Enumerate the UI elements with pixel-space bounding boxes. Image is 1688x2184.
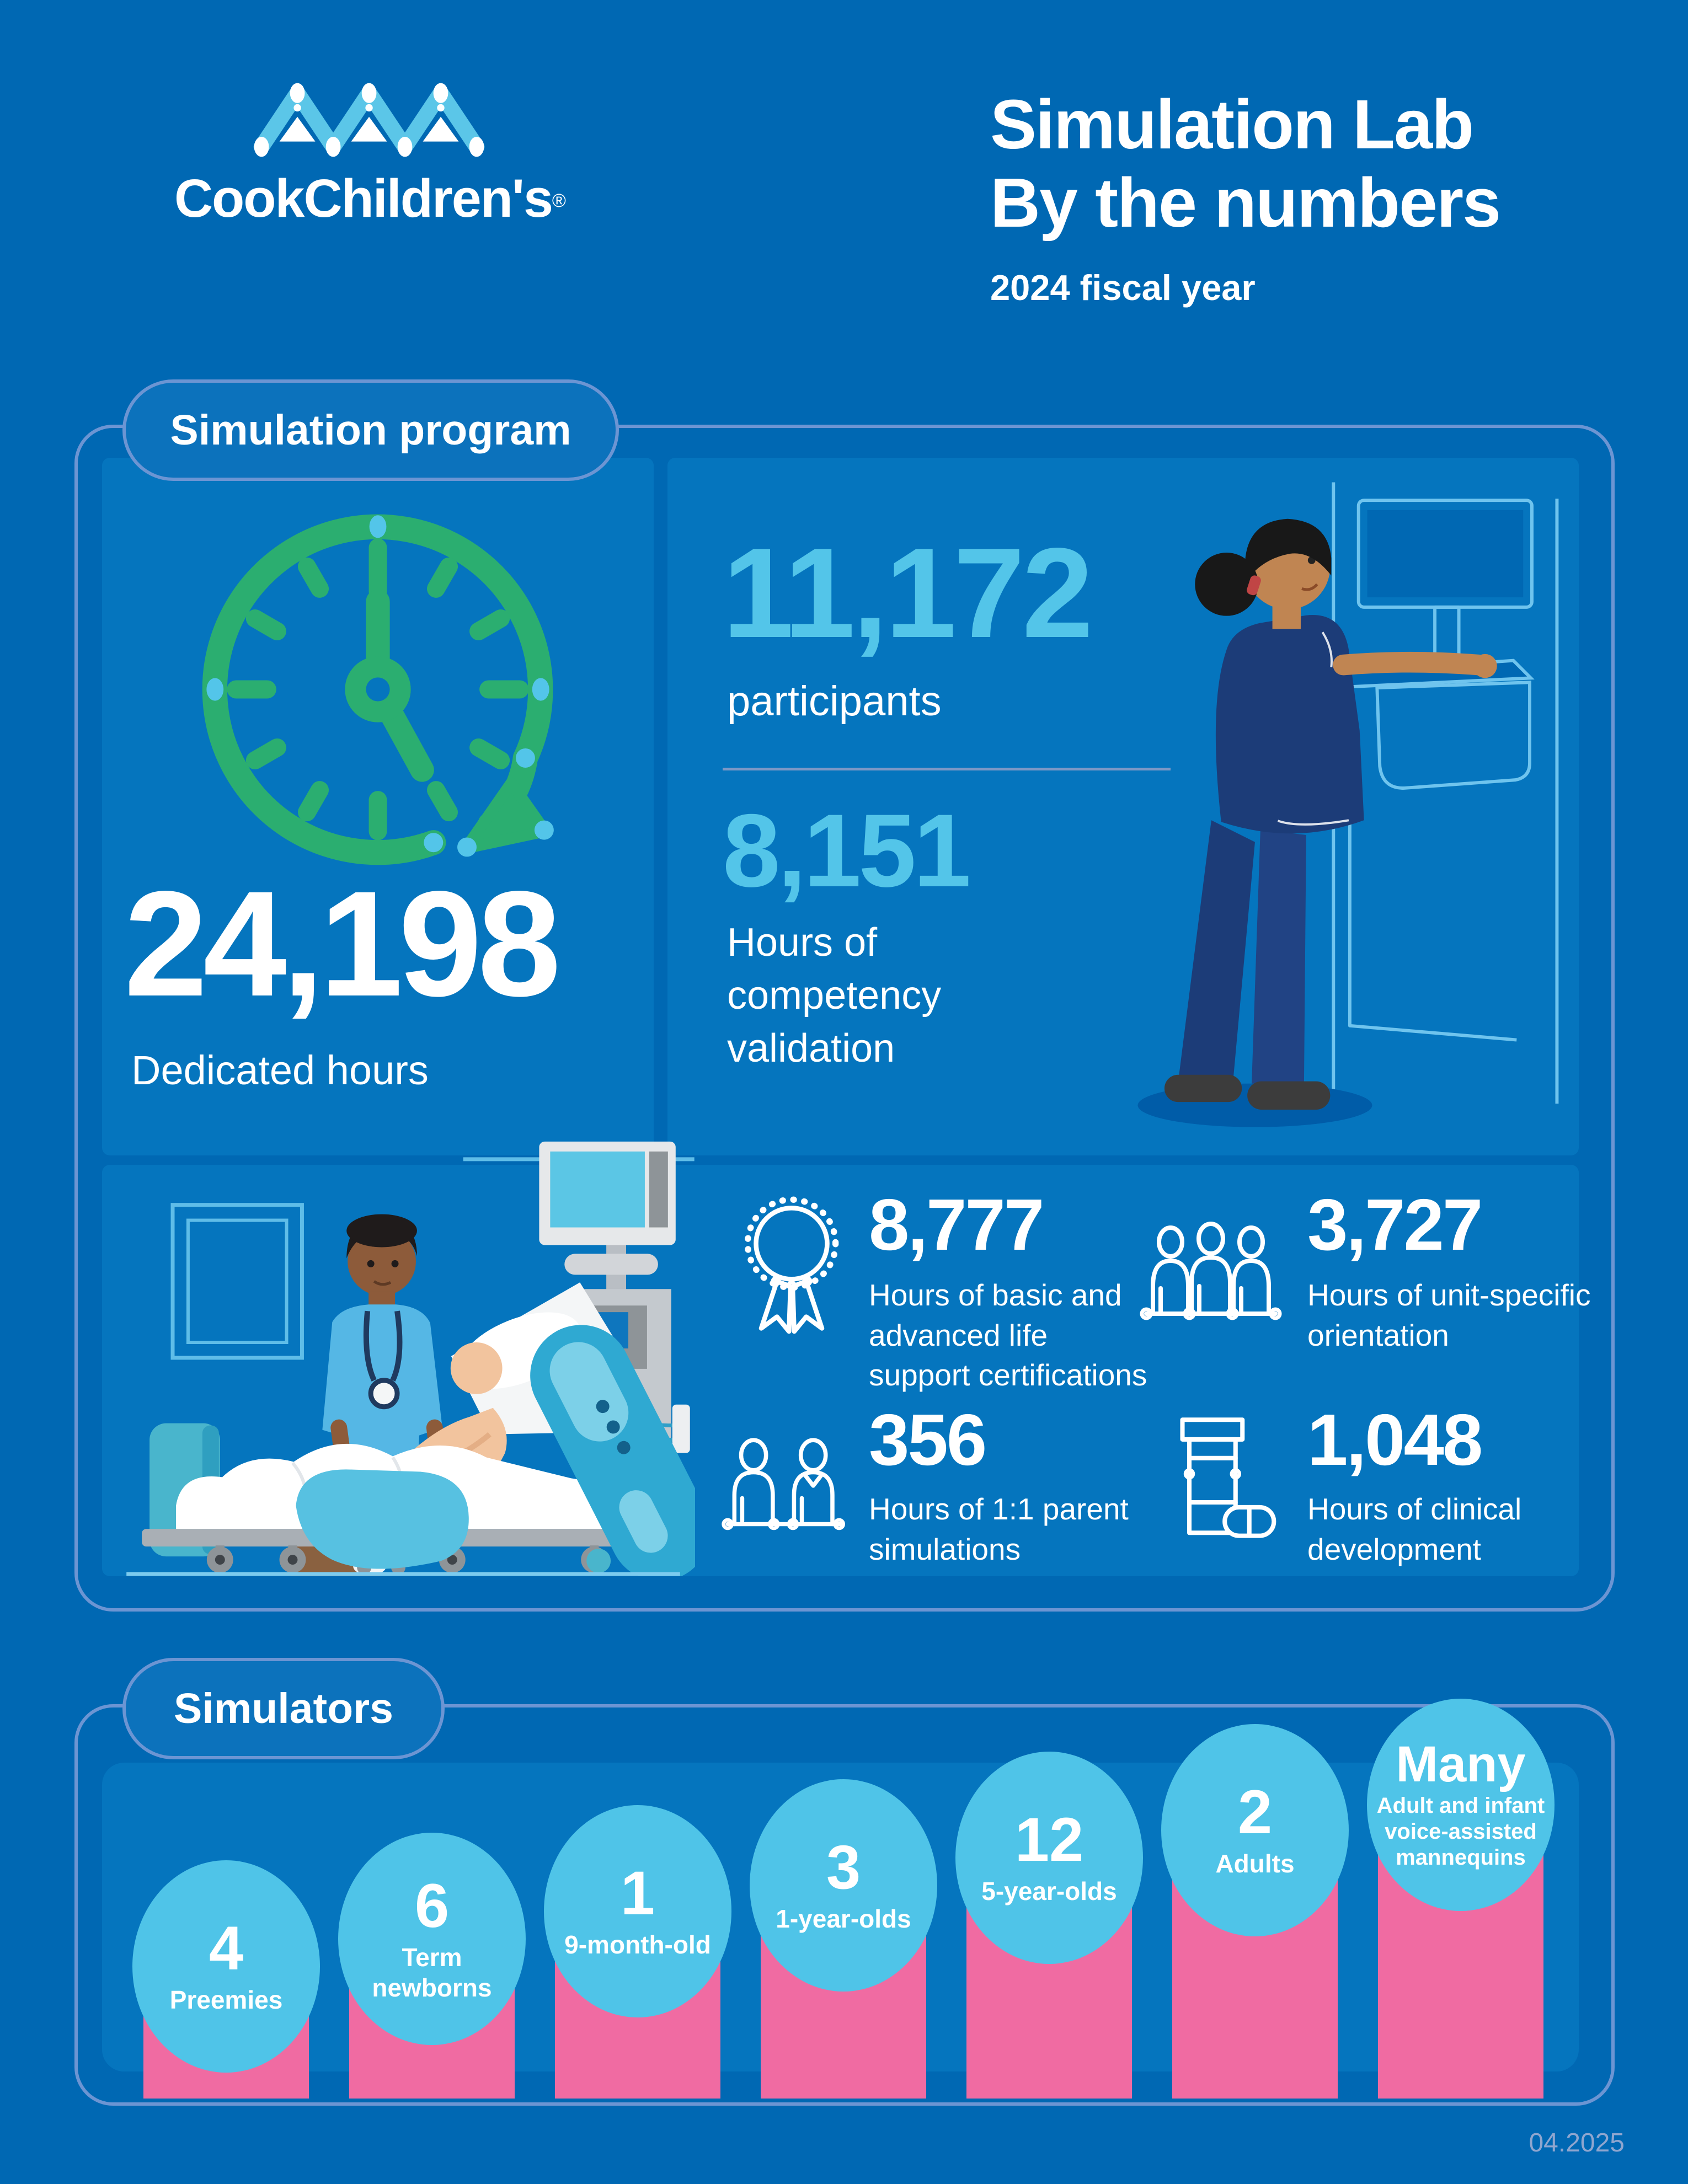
simulator-bubble-adults: 2 Adults — [1161, 1724, 1349, 1936]
simulator-name: 5-year-olds — [981, 1877, 1117, 1906]
simulators-label: Simulators — [174, 1684, 393, 1732]
logo-text: CookChildren's® — [174, 168, 566, 228]
life-support-value: 8,777 — [869, 1184, 1044, 1265]
orientation-value: 3,727 — [1307, 1184, 1483, 1265]
wall-frame-outline — [170, 1203, 304, 1360]
registered-mark: ® — [552, 190, 566, 211]
simulators-section — [74, 1704, 1615, 2106]
parents-icon — [722, 1438, 846, 1530]
clinical-dev-label: Hours of clinical development — [1307, 1492, 1522, 1566]
nurse-at-workstation-illustration — [1137, 482, 1559, 1127]
simulator-bubble-5-year-olds: 12 5-year-olds — [955, 1752, 1143, 1964]
simulator-count: 2 — [1237, 1778, 1273, 1847]
award-icon — [744, 1196, 839, 1334]
parent-sim-label: Hours of 1:1 parent simulations — [869, 1492, 1129, 1566]
participants-value: 11,172 — [723, 522, 1093, 665]
logo-zigzag-icon — [253, 83, 485, 157]
simulators-pill: Simulators — [122, 1658, 445, 1759]
parent-sim-value: 356 — [869, 1399, 987, 1480]
simulator-name: Adults — [1215, 1849, 1295, 1878]
clinician-hospital-bed-illustration — [126, 1141, 695, 1576]
competency-value: 8,151 — [723, 793, 971, 908]
simulator-count: 12 — [1014, 1805, 1084, 1875]
simulator-bubble-1-year-olds: 3 1-year-olds — [750, 1779, 937, 1992]
dedicated-hours-value: 24,198 — [124, 860, 561, 1027]
medicine-icon — [1180, 1417, 1276, 1538]
page-title: Simulation Lab By the numbers 2024 fisca… — [990, 85, 1501, 308]
simulator-bubble-term-newborns: 6 Term newborns — [338, 1833, 526, 2045]
simulator-name: Term newborns — [372, 1943, 492, 2002]
simulator-count: 1 — [620, 1859, 655, 1928]
competency-label: Hours of competency validation — [727, 920, 942, 1070]
orientation-label: Hours of unit-specific orientation — [1307, 1278, 1591, 1352]
title-line-2: By the numbers — [990, 164, 1501, 242]
simulation-program-section — [74, 425, 1615, 1612]
simulator-bubble-mannequins: Many Adult and infant voice-assisted man… — [1367, 1699, 1555, 1911]
simulation-program-pill: Simulation program — [122, 379, 619, 481]
life-support-label: Hours of basic and advanced life support… — [869, 1278, 1147, 1393]
simulator-count: 4 — [209, 1914, 244, 1983]
subtitle: 2024 fiscal year — [990, 267, 1256, 308]
clock-icon — [202, 514, 554, 865]
dedicated-hours-label: Dedicated hours — [131, 1047, 429, 1093]
title-line-1: Simulation Lab — [990, 85, 1474, 163]
simulator-count: 6 — [414, 1871, 450, 1941]
clinical-dev-value: 1,048 — [1307, 1399, 1483, 1480]
simulator-bubble-9-month-old: 1 9-month-old — [544, 1805, 731, 2017]
simulator-name: Preemies — [169, 1985, 283, 2015]
participants-label: participants — [727, 678, 942, 725]
footer-date: 04.2025 — [1529, 2128, 1625, 2158]
simulation-program-label: Simulation program — [170, 406, 571, 454]
simulator-count: Many — [1396, 1736, 1526, 1792]
simulator-name: 9-month-old — [564, 1930, 711, 1960]
simulator-name: Adult and infant voice-assisted mannequi… — [1376, 1793, 1545, 1870]
group-icon — [1140, 1222, 1282, 1320]
panel-divider — [723, 768, 1171, 770]
simulator-count: 3 — [826, 1833, 861, 1902]
logo: CookChildren's® — [121, 77, 618, 229]
simulator-bubble-preemies: 4 Preemies — [132, 1860, 320, 2073]
simulator-name: 1-year-olds — [776, 1904, 911, 1934]
